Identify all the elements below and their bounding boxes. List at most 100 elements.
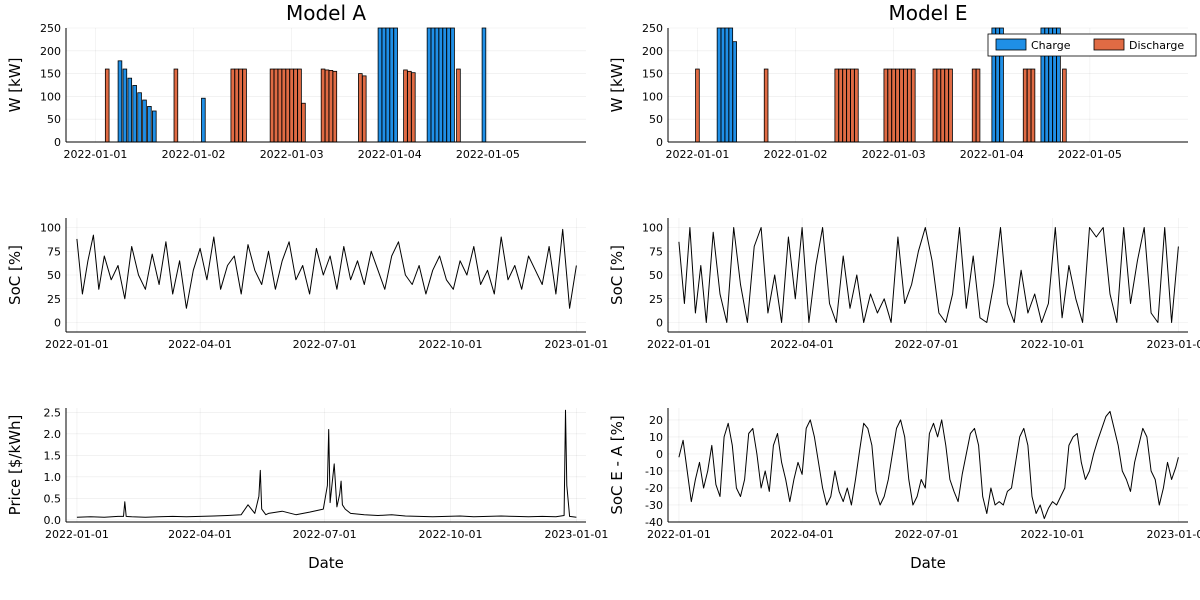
y-tick-label: 200 bbox=[40, 45, 61, 58]
bar-charge bbox=[385, 27, 391, 143]
bar-charge bbox=[122, 68, 128, 143]
bar-discharge bbox=[273, 68, 279, 143]
bar-discharge bbox=[332, 70, 338, 143]
y-axis-label: W [kW] bbox=[6, 58, 24, 113]
bar-discharge bbox=[361, 75, 367, 143]
panel-model-e-power: 0 50 100 150 200 250 2022-01-01 2022-01-02 2022-… bbox=[608, 1, 1197, 161]
x-axis-label: Date bbox=[910, 554, 946, 572]
x-tick-label: 2023-01-01 bbox=[1146, 338, 1200, 351]
bar-charge bbox=[201, 97, 206, 143]
x-tick-label: 2022-04-01 bbox=[168, 528, 232, 541]
legend-box bbox=[987, 33, 1197, 57]
x-tick-label: 2022-01-01 bbox=[45, 338, 109, 351]
y-tick-label: 250 bbox=[40, 22, 61, 35]
y-tick-label: 0.5 bbox=[44, 492, 62, 505]
series-line bbox=[76, 409, 577, 518]
x-tick-label: 2022-01-02 bbox=[764, 148, 828, 161]
y-tick-label: -20 bbox=[645, 482, 663, 495]
bar-discharge bbox=[948, 68, 953, 143]
legend-label-discharge: Discharge bbox=[1129, 39, 1184, 52]
y-tick-label: 10 bbox=[649, 431, 663, 444]
bar-discharge bbox=[297, 68, 302, 143]
bar-discharge bbox=[289, 68, 294, 143]
bar-discharge bbox=[301, 102, 306, 143]
bar-discharge bbox=[1026, 68, 1032, 143]
bar-discharge bbox=[269, 68, 275, 143]
bar-discharge bbox=[1062, 68, 1067, 143]
x-tick-label: 2022-10-01 bbox=[419, 528, 483, 541]
bar-discharge bbox=[899, 68, 904, 143]
bar-discharge bbox=[234, 68, 239, 143]
y-tick-label: -40 bbox=[645, 516, 663, 529]
x-tick-label: 2022-01-01 bbox=[647, 528, 711, 541]
x-tick-label: 2022-10-01 bbox=[419, 338, 483, 351]
x-tick-label: 2022-10-01 bbox=[1021, 528, 1085, 541]
y-axis-label: SoC E - A [%] bbox=[608, 415, 626, 514]
y-tick-label: 0 bbox=[54, 136, 61, 149]
bar-discharge bbox=[842, 68, 847, 143]
bar-discharge bbox=[846, 68, 851, 143]
legend-swatch-charge bbox=[995, 38, 1027, 51]
bar-charge bbox=[720, 27, 726, 143]
y-tick-label: -10 bbox=[645, 465, 663, 478]
y-tick-label: 50 bbox=[47, 269, 61, 282]
y-tick-label: 2.0 bbox=[44, 428, 62, 441]
x-tick-label: 2022-04-01 bbox=[770, 528, 834, 541]
x-tick-label: 2022-01-05 bbox=[1058, 148, 1122, 161]
bar-discharge bbox=[883, 68, 889, 143]
bar-discharge bbox=[238, 68, 243, 143]
bar-discharge bbox=[911, 68, 916, 143]
bar-charge bbox=[147, 106, 152, 143]
bar-charge bbox=[716, 27, 722, 143]
bar-charge bbox=[426, 27, 432, 143]
panel-model-a-soc: 0 25 50 75 100 2022-01-01 2022-04-01 2022-07-01… bbox=[6, 218, 608, 351]
bar-charge bbox=[434, 27, 440, 143]
x-tick-label: 2022-01-05 bbox=[456, 148, 520, 161]
bar-charge bbox=[450, 27, 455, 143]
y-axis-label: SoC [%] bbox=[608, 245, 626, 305]
chart-title: Model A bbox=[286, 1, 366, 25]
y-tick-label: 100 bbox=[40, 90, 61, 103]
bar-discharge bbox=[320, 68, 326, 143]
bar-charge bbox=[724, 27, 730, 143]
bar-charge bbox=[152, 110, 157, 143]
bar-discharge bbox=[895, 68, 900, 143]
bar-discharge bbox=[838, 68, 843, 143]
x-tick-label: 2022-01-01 bbox=[665, 148, 729, 161]
y-tick-label: 25 bbox=[47, 293, 61, 306]
bar-discharge bbox=[277, 68, 283, 143]
y-tick-label: 75 bbox=[649, 245, 663, 258]
bar-charge bbox=[389, 27, 395, 143]
bar-discharge bbox=[358, 73, 363, 143]
y-tick-label: 100 bbox=[642, 222, 663, 235]
legend-label-charge: Charge bbox=[1031, 39, 1071, 52]
x-axis-label: Date bbox=[308, 554, 344, 572]
y-tick-label: 2.5 bbox=[44, 406, 62, 419]
y-tick-label: 0 bbox=[656, 317, 663, 330]
bar-charge bbox=[132, 85, 137, 143]
bar-discharge bbox=[242, 68, 247, 143]
panel-soc-difference: -40 -30 -20 -10 0 10 20 2022-01-01 2022-04-01 202… bbox=[608, 408, 1200, 572]
x-tick-label: 2022-07-01 bbox=[895, 338, 959, 351]
x-tick-label: 2022-01-02 bbox=[162, 148, 226, 161]
bar-charge bbox=[728, 27, 734, 143]
bar-charge bbox=[446, 27, 451, 143]
y-tick-label: 75 bbox=[47, 245, 61, 258]
bar-discharge bbox=[230, 68, 236, 143]
y-tick-label: 50 bbox=[649, 113, 663, 126]
bar-discharge bbox=[328, 70, 334, 143]
y-tick-label: 25 bbox=[649, 293, 663, 306]
x-tick-label: 2022-01-01 bbox=[63, 148, 127, 161]
x-tick-label: 2022-04-01 bbox=[770, 338, 834, 351]
y-tick-label: 1.5 bbox=[44, 449, 62, 462]
y-tick-label: 0.0 bbox=[44, 514, 62, 527]
bar-discharge bbox=[324, 69, 330, 143]
legend-swatch-discharge bbox=[1093, 38, 1125, 51]
x-tick-label: 2022-07-01 bbox=[293, 528, 357, 541]
bar-discharge bbox=[104, 68, 110, 143]
y-tick-label: 50 bbox=[649, 269, 663, 282]
bar-discharge bbox=[1022, 68, 1028, 143]
y-tick-label: 50 bbox=[47, 113, 61, 126]
bar-charge bbox=[393, 27, 398, 143]
